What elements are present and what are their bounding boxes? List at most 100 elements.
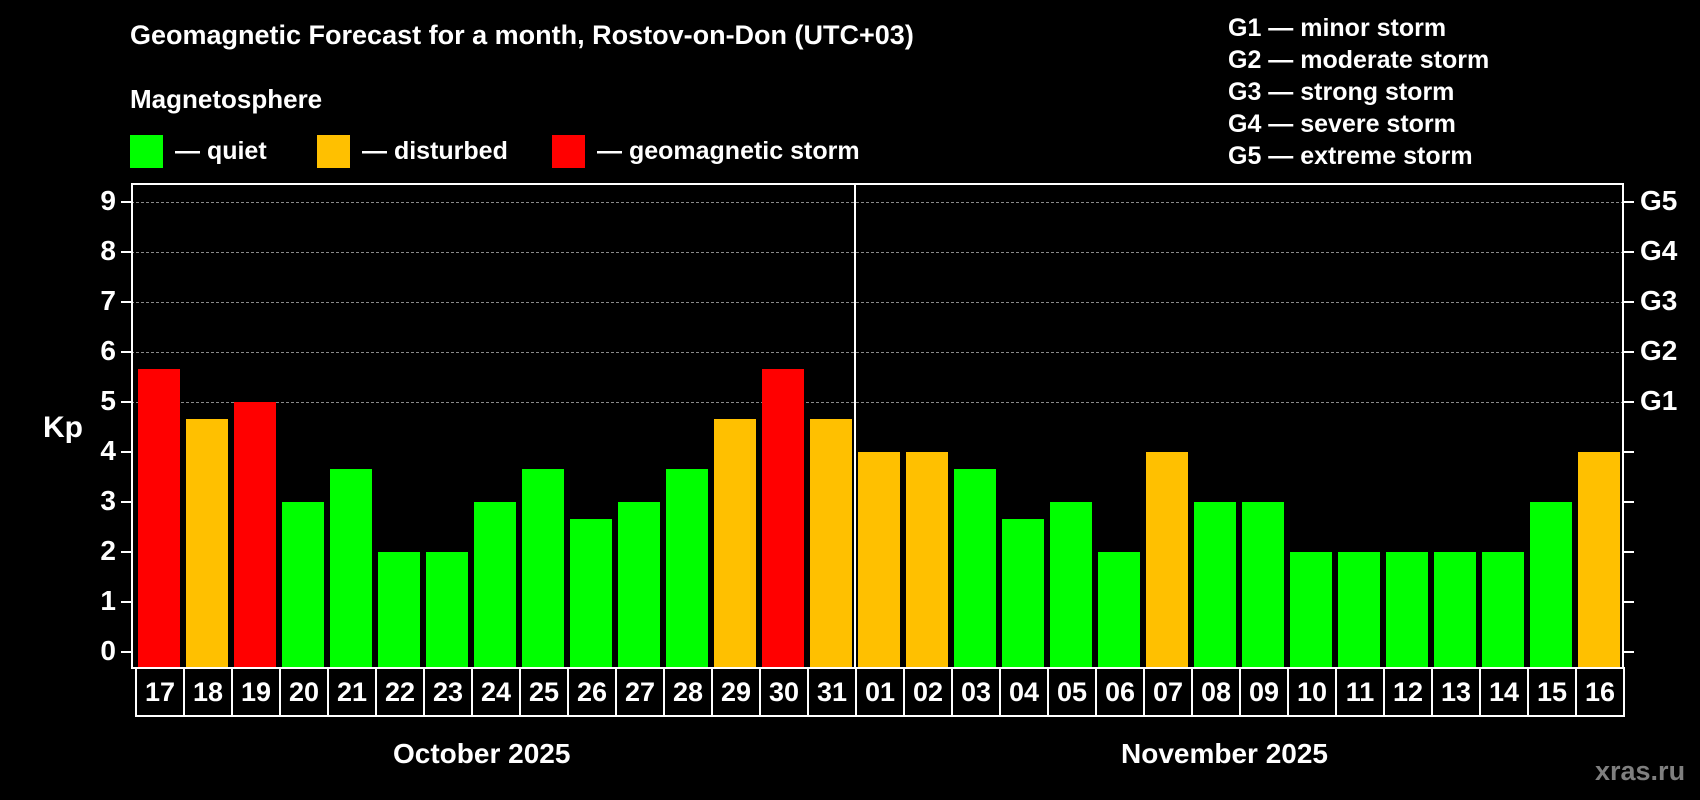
y-tick bbox=[121, 501, 131, 503]
g-scale-item: G2 — moderate storm bbox=[1228, 46, 1490, 74]
kp-bar bbox=[618, 502, 660, 667]
kp-bar bbox=[1482, 552, 1524, 667]
kp-bar bbox=[906, 452, 948, 667]
g-tick-label: G3 bbox=[1640, 285, 1678, 316]
month-label-november: November 2025 bbox=[1121, 738, 1329, 769]
date-label: 06 bbox=[1097, 667, 1145, 717]
y-tick bbox=[121, 651, 131, 653]
date-label: 28 bbox=[665, 667, 713, 717]
date-label: 24 bbox=[473, 667, 521, 717]
g-tick-label: G2 bbox=[1640, 335, 1678, 366]
y-tick bbox=[121, 551, 131, 553]
kp-bar bbox=[1530, 502, 1572, 667]
kp-bar bbox=[1386, 552, 1428, 667]
date-label: 31 bbox=[809, 667, 857, 717]
kp-bar bbox=[1242, 502, 1284, 667]
kp-bar bbox=[1194, 502, 1236, 667]
y-tick-right bbox=[1624, 301, 1634, 303]
kp-bar bbox=[570, 519, 612, 667]
date-label: 03 bbox=[953, 667, 1001, 717]
gridline bbox=[131, 352, 1624, 353]
y-tick bbox=[121, 351, 131, 353]
y-tick-right bbox=[1624, 601, 1634, 603]
date-label: 15 bbox=[1529, 667, 1577, 717]
date-label: 30 bbox=[761, 667, 809, 717]
kp-bar bbox=[1290, 552, 1332, 667]
y-tick-label: 3 bbox=[100, 485, 116, 516]
kp-bar bbox=[1146, 452, 1188, 667]
kp-bar bbox=[1050, 502, 1092, 667]
kp-bar bbox=[1578, 452, 1620, 667]
kp-bar bbox=[714, 419, 756, 667]
gridline bbox=[131, 202, 1624, 203]
y-tick bbox=[121, 301, 131, 303]
legend-label: — geomagnetic storm bbox=[597, 137, 860, 165]
y-tick-label: 2 bbox=[100, 535, 116, 566]
date-label: 18 bbox=[185, 667, 233, 717]
kp-bar bbox=[474, 502, 516, 667]
date-label: 13 bbox=[1433, 667, 1481, 717]
kp-bar bbox=[1002, 519, 1044, 667]
g-tick-label: G1 bbox=[1640, 385, 1678, 416]
y-tick-label: 6 bbox=[100, 335, 116, 366]
date-label: 23 bbox=[425, 667, 473, 717]
date-label: 20 bbox=[281, 667, 329, 717]
date-label: 10 bbox=[1289, 667, 1337, 717]
date-label: 21 bbox=[329, 667, 377, 717]
date-label: 11 bbox=[1337, 667, 1385, 717]
y-tick-right bbox=[1624, 251, 1634, 253]
kp-bar bbox=[762, 369, 804, 667]
watermark: xras.ru bbox=[1595, 756, 1686, 786]
g-scale-item: G5 — extreme storm bbox=[1228, 142, 1473, 170]
date-axis: 17 18 19 20 21 22 23 24 25 26 27 28 29 30 31 01 02 03 04 05… bbox=[135, 667, 1625, 717]
date-label: 29 bbox=[713, 667, 761, 717]
legend-title: Magnetosphere bbox=[130, 84, 323, 114]
y-tick-right bbox=[1624, 201, 1634, 203]
date-label: 05 bbox=[1049, 667, 1097, 717]
date-label: 17 bbox=[137, 667, 185, 717]
kp-bar bbox=[186, 419, 228, 667]
kp-bar bbox=[810, 419, 852, 667]
storm-swatch-icon bbox=[552, 135, 585, 168]
kp-bar bbox=[954, 469, 996, 667]
date-label: 25 bbox=[521, 667, 569, 717]
y-tick-right bbox=[1624, 651, 1634, 653]
date-label: 12 bbox=[1385, 667, 1433, 717]
y-tick bbox=[121, 601, 131, 603]
gridline bbox=[131, 252, 1624, 253]
y-tick bbox=[121, 451, 131, 453]
kp-bar bbox=[1098, 552, 1140, 667]
kp-bar bbox=[1434, 552, 1476, 667]
legend-item-quiet: — quiet bbox=[130, 135, 267, 168]
y-tick-right bbox=[1624, 401, 1634, 403]
g-scale-legend: G1 — minor storm G2 — moderate storm G3 … bbox=[1228, 12, 1489, 172]
g-scale-item: G3 — strong storm bbox=[1228, 78, 1455, 106]
gridline bbox=[131, 302, 1624, 303]
kp-bar bbox=[234, 402, 276, 667]
date-label: 04 bbox=[1001, 667, 1049, 717]
month-label-october: October 2025 bbox=[393, 738, 571, 769]
date-label: 26 bbox=[569, 667, 617, 717]
date-label: 09 bbox=[1241, 667, 1289, 717]
y-tick-label: 5 bbox=[100, 385, 116, 416]
date-label: 14 bbox=[1481, 667, 1529, 717]
y-axis-label: Kp bbox=[43, 411, 83, 444]
month-separator bbox=[854, 183, 856, 669]
date-label: 16 bbox=[1577, 667, 1625, 717]
legend-item-storm: — geomagnetic storm bbox=[552, 135, 860, 168]
g-scale-item: G4 — severe storm bbox=[1228, 110, 1456, 138]
date-label: 08 bbox=[1193, 667, 1241, 717]
g-tick-label: G4 bbox=[1640, 235, 1678, 266]
y-tick bbox=[121, 251, 131, 253]
date-label: 19 bbox=[233, 667, 281, 717]
kp-bar bbox=[858, 452, 900, 667]
y-tick-label: 7 bbox=[100, 285, 116, 316]
g-scale-item: G1 — minor storm bbox=[1228, 14, 1447, 42]
kp-bar bbox=[1338, 552, 1380, 667]
y-tick-label: 8 bbox=[100, 235, 116, 266]
quiet-swatch-icon bbox=[130, 135, 163, 168]
y-tick-label: 9 bbox=[100, 185, 116, 216]
kp-bar bbox=[666, 469, 708, 667]
disturbed-swatch-icon bbox=[317, 135, 350, 168]
kp-bar bbox=[522, 469, 564, 667]
